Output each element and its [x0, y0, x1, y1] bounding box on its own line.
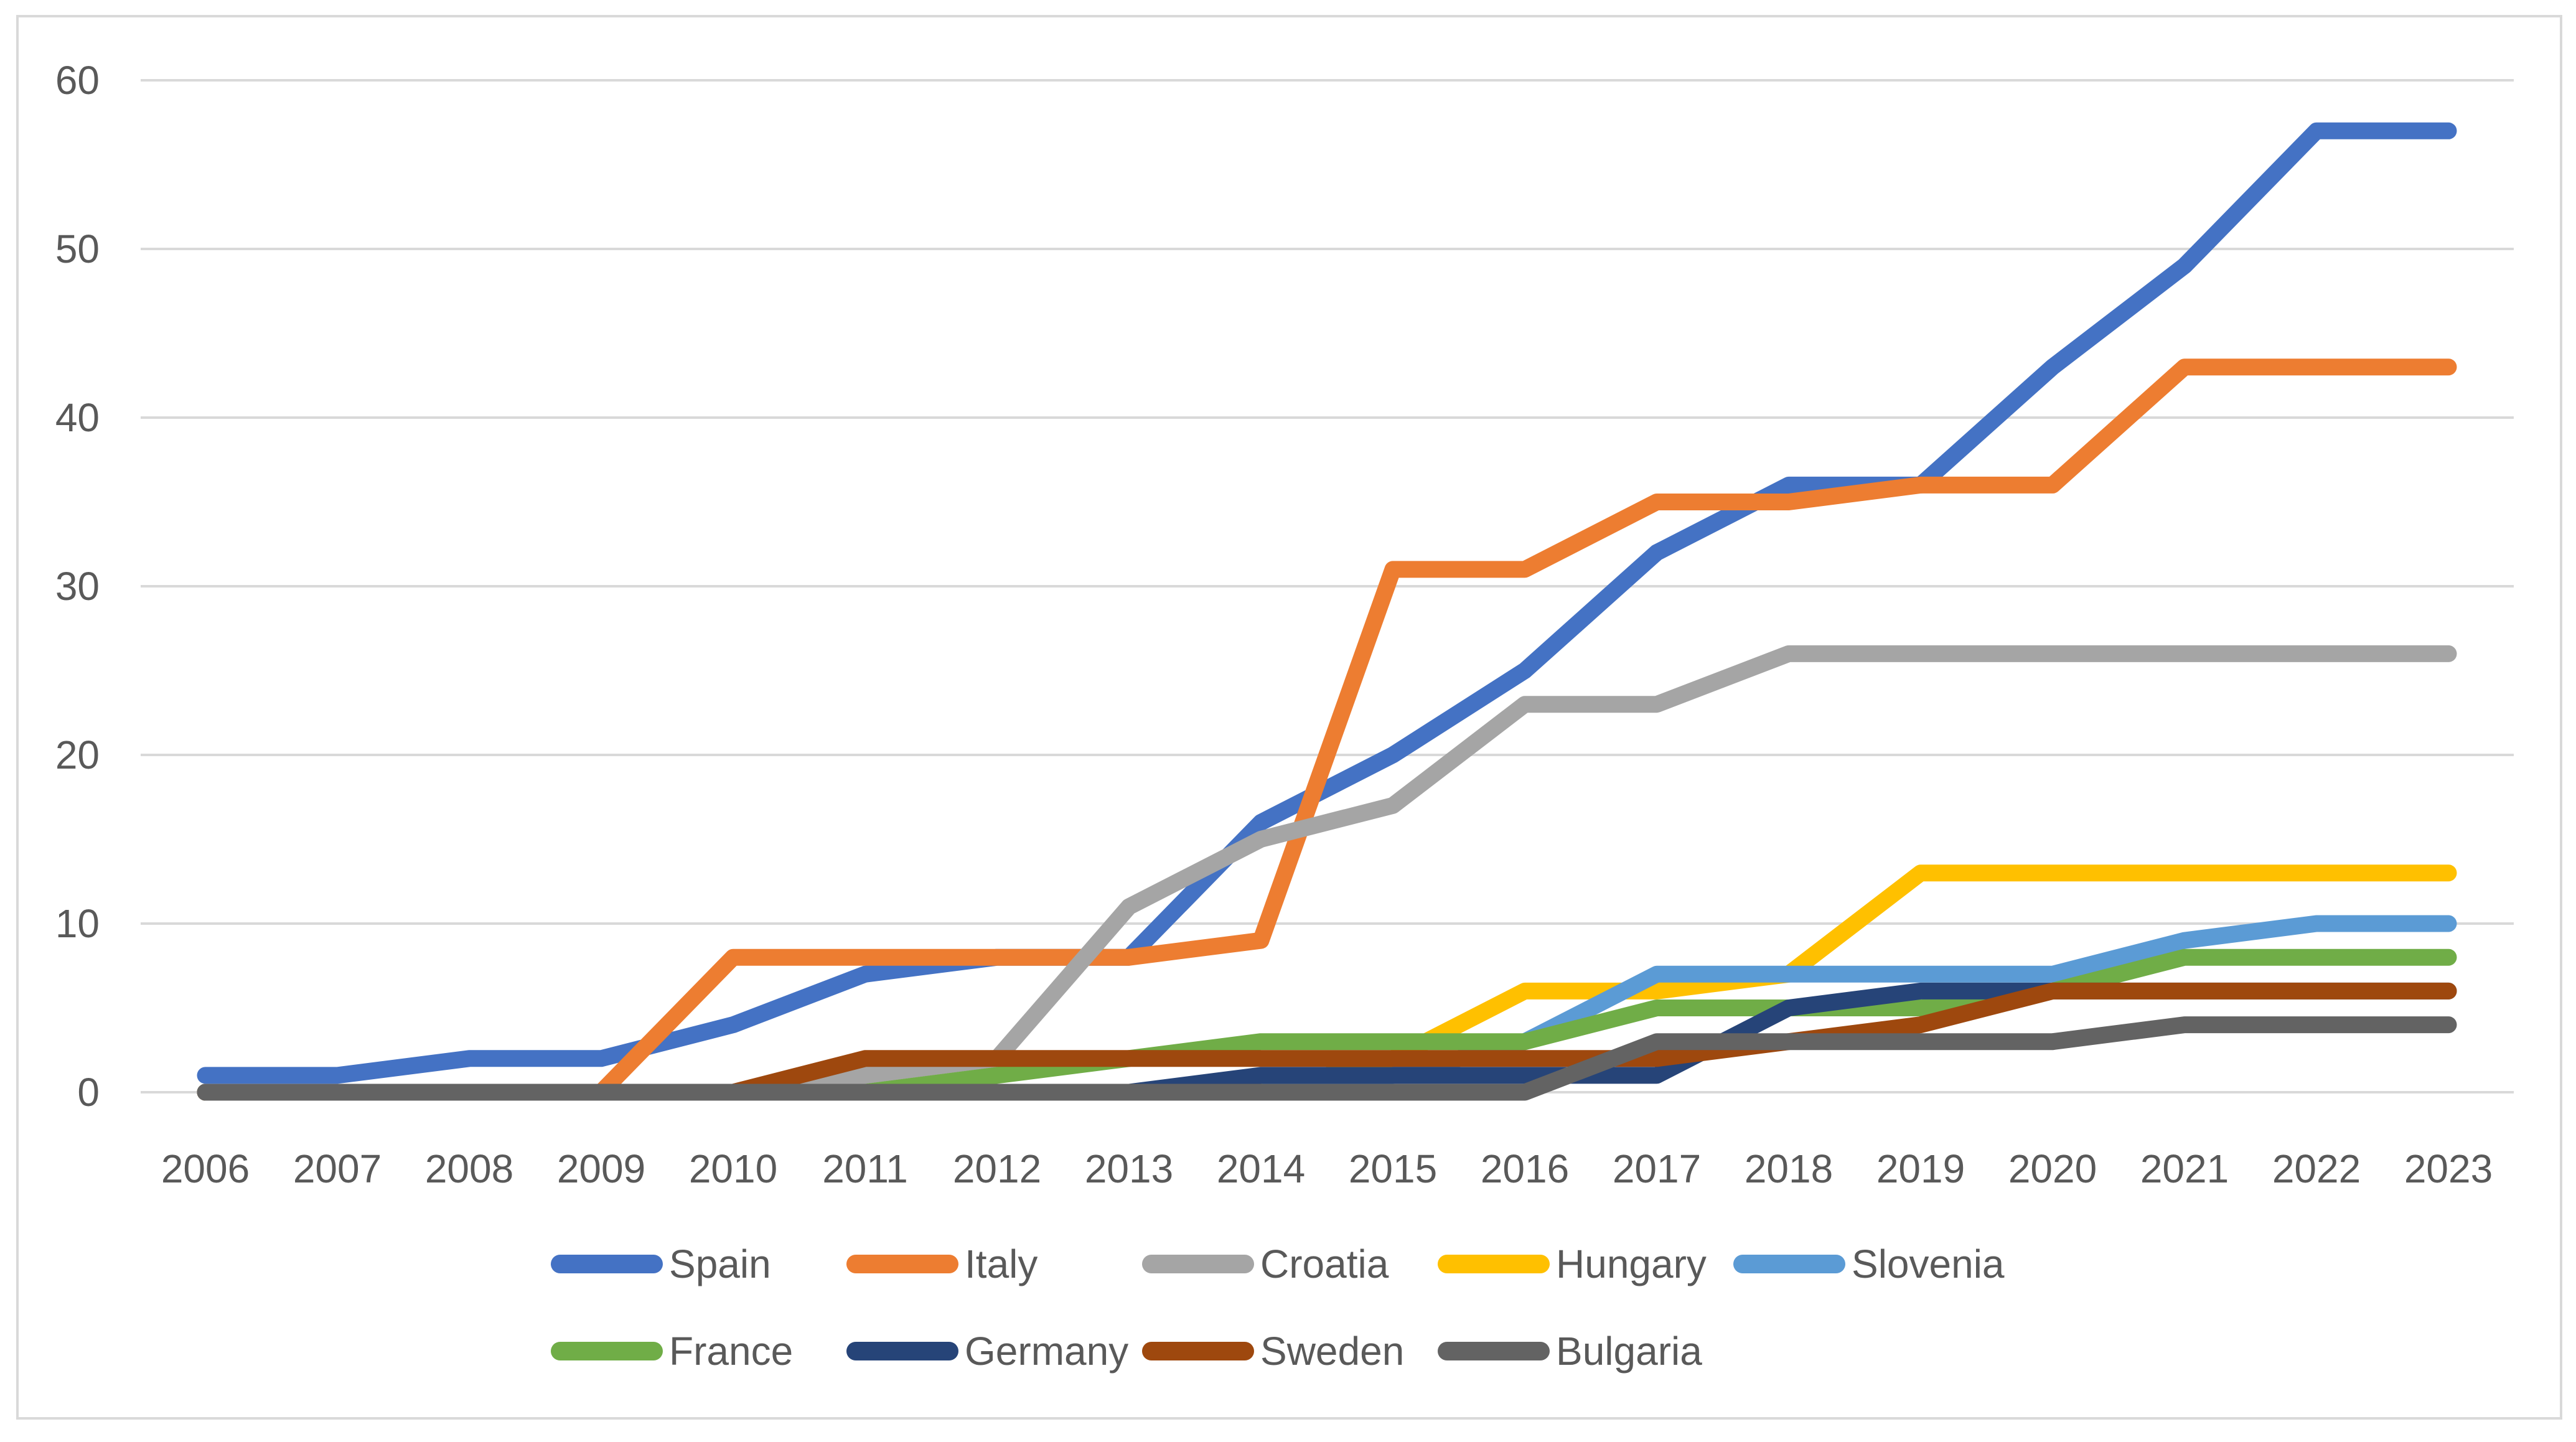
legend-label-germany: Germany	[965, 1329, 1129, 1374]
series-line-bulgaria	[197, 1016, 2457, 1101]
x-axis-label-2008: 2008	[425, 1146, 513, 1191]
y-axis-label-50: 50	[55, 227, 100, 271]
legend-label-spain: Spain	[669, 1242, 771, 1286]
legend-item-croatia: Croatia	[1142, 1242, 1389, 1286]
x-axis-label-2010: 2010	[689, 1146, 777, 1191]
legend-label-bulgaria: Bulgaria	[1556, 1329, 1702, 1374]
y-axis-label-40: 40	[55, 395, 100, 440]
x-axis-label-2016: 2016	[1481, 1146, 1569, 1191]
legend-swatch-hungary	[1438, 1255, 1550, 1273]
legend-item-italy: Italy	[846, 1242, 1037, 1286]
series-line-spain	[197, 122, 2457, 1084]
x-axis-label-2018: 2018	[1745, 1146, 1833, 1191]
x-axis-label-2009: 2009	[557, 1146, 645, 1191]
x-axis-label-2023: 2023	[2404, 1146, 2493, 1191]
legend-label-italy: Italy	[965, 1242, 1038, 1286]
x-axis-label-2011: 2011	[822, 1146, 908, 1191]
legend-swatch-sweden	[1142, 1342, 1254, 1360]
legend-item-slovenia: Slovenia	[1733, 1242, 2005, 1286]
x-axis-label-2014: 2014	[1217, 1146, 1305, 1191]
legend-label-croatia: Croatia	[1260, 1242, 1389, 1286]
legend-swatch-france	[551, 1342, 663, 1360]
legend-item-hungary: Hungary	[1438, 1242, 1707, 1286]
y-axis-label-60: 60	[55, 58, 100, 103]
x-axis-label-2017: 2017	[1613, 1146, 1701, 1191]
x-axis-label-2013: 2013	[1085, 1146, 1173, 1191]
x-axis-label-2020: 2020	[2008, 1146, 2097, 1191]
legend-label-hungary: Hungary	[1556, 1242, 1707, 1286]
legend-item-france: France	[551, 1329, 793, 1374]
x-axis-label-2015: 2015	[1349, 1146, 1437, 1191]
legend-item-sweden: Sweden	[1142, 1329, 1404, 1374]
x-axis-label-2021: 2021	[2140, 1146, 2229, 1191]
legend-item-germany: Germany	[846, 1329, 1128, 1374]
x-axis-label-2019: 2019	[1876, 1146, 1965, 1191]
legend-swatch-slovenia	[1733, 1255, 1845, 1273]
x-axis-label-2022: 2022	[2272, 1146, 2361, 1191]
legend-swatch-spain	[551, 1255, 663, 1273]
x-axis-label-2007: 2007	[293, 1146, 382, 1191]
x-axis-label-2012: 2012	[953, 1146, 1041, 1191]
legend-swatch-croatia	[1142, 1255, 1254, 1273]
legend-label-sweden: Sweden	[1260, 1329, 1405, 1374]
x-axis-label-2006: 2006	[161, 1146, 250, 1191]
legend-swatch-germany	[846, 1342, 958, 1360]
legend-swatch-italy	[846, 1255, 958, 1273]
y-axis-label-0: 0	[77, 1070, 100, 1115]
y-axis-label-10: 10	[55, 901, 100, 946]
legend-item-bulgaria: Bulgaria	[1438, 1329, 1702, 1374]
legend-swatch-bulgaria	[1438, 1342, 1550, 1360]
y-axis-label-30: 30	[55, 564, 100, 609]
legend-label-france: France	[669, 1329, 794, 1374]
legend-item-spain: Spain	[551, 1242, 771, 1286]
y-axis-label-20: 20	[55, 733, 100, 777]
legend-label-slovenia: Slovenia	[1852, 1242, 2005, 1286]
